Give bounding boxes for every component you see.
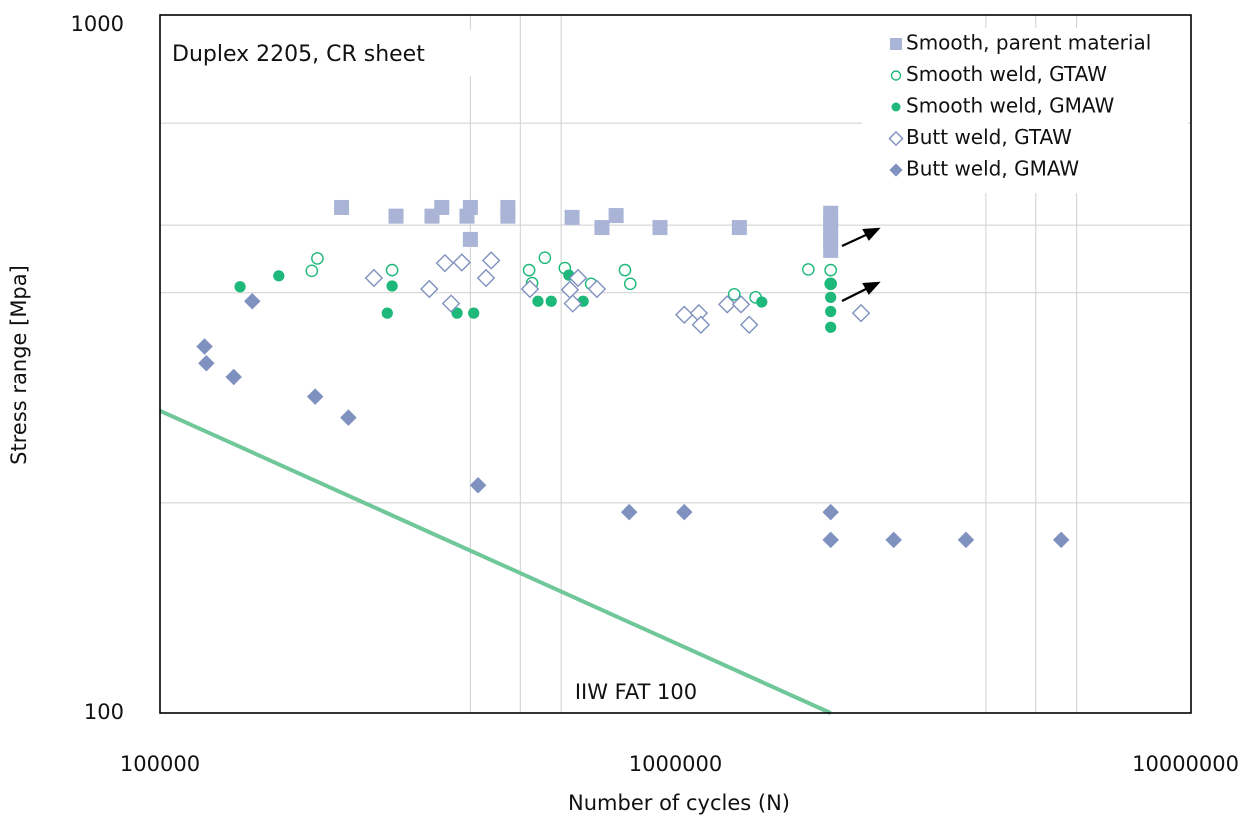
circle-marker — [825, 278, 837, 290]
legend-label: Butt weld, GMAW — [906, 157, 1079, 181]
x-axis-label: Number of cycles (N) — [568, 791, 790, 815]
legend-label: Smooth weld, GMAW — [906, 94, 1114, 118]
diamond-marker — [420, 279, 439, 299]
circle-marker — [311, 252, 324, 265]
square-marker — [890, 38, 902, 50]
circle-marker — [727, 287, 741, 301]
y-tick-label: 1000 — [71, 12, 124, 36]
diamond-marker — [676, 503, 693, 521]
legend-label: Butt weld, GTAW — [906, 125, 1072, 149]
circle-marker — [538, 251, 552, 265]
square-marker — [462, 199, 478, 215]
diamond-marker — [441, 294, 461, 313]
square-marker — [388, 208, 404, 224]
chart-title: Duplex 2205, CR sheet — [172, 42, 425, 67]
title-background — [163, 30, 481, 76]
diamond-marker — [196, 338, 213, 355]
circle-marker — [381, 307, 393, 319]
circle-marker — [891, 102, 901, 112]
circle-marker — [824, 263, 838, 277]
marks — [159, 199, 1070, 715]
square-marker — [608, 208, 624, 224]
diamond-marker — [739, 315, 759, 334]
circle-marker — [451, 307, 463, 319]
diamond-marker — [568, 268, 588, 288]
arrow — [841, 287, 869, 302]
circle-marker — [468, 307, 480, 319]
diamond-marker — [822, 503, 839, 521]
x-tick-label: 100000 — [120, 752, 200, 776]
diamond-marker — [718, 295, 737, 314]
reference-line-label: IIW FAT 100 — [575, 680, 697, 704]
circle-marker — [545, 295, 557, 307]
diamond-marker — [364, 268, 384, 288]
diamond-marker — [620, 503, 638, 521]
legend-label: Smooth, parent material — [906, 31, 1151, 55]
circle-marker — [522, 263, 536, 277]
arrow-head — [862, 227, 881, 241]
diamond-marker — [731, 295, 751, 314]
square-marker — [462, 231, 478, 247]
diamond-marker — [452, 253, 472, 272]
square-marker — [434, 199, 450, 215]
legend: Smooth, parent material Smooth weld, GTAW… — [888, 31, 1151, 181]
diamond-marker — [563, 294, 583, 313]
plot-frame — [159, 14, 1192, 714]
diamond-marker — [822, 531, 839, 549]
circle-marker — [305, 264, 319, 278]
arrow — [841, 233, 869, 247]
square-marker — [334, 199, 350, 215]
square-marker — [500, 199, 516, 215]
diamond-marker — [520, 279, 540, 299]
diamond-marker — [675, 305, 694, 325]
square-marker — [731, 220, 747, 236]
circle-marker — [532, 295, 544, 307]
circle-marker — [825, 305, 837, 318]
diamond-marker — [225, 368, 242, 386]
circle-marker — [618, 263, 632, 277]
diamond-marker — [244, 292, 261, 310]
square-marker — [652, 220, 668, 236]
circle-marker — [825, 321, 837, 333]
diamond-marker — [469, 476, 487, 494]
circle-marker — [385, 263, 399, 277]
circle-marker — [234, 281, 246, 293]
diamond-marker — [587, 279, 607, 299]
diamond-marker — [481, 251, 501, 270]
square-marker — [564, 209, 580, 225]
y-tick-label: 100 — [84, 700, 124, 724]
circle-marker — [623, 277, 637, 291]
square-marker — [594, 220, 610, 236]
x-tick-label: 10000000 — [1132, 752, 1239, 776]
legend-label: Smooth weld, GTAW — [906, 62, 1107, 86]
circle-marker — [386, 280, 398, 292]
diamond-marker — [885, 531, 902, 549]
diamond-marker — [198, 355, 215, 372]
y-axis-label: Stress range [Mpa] — [7, 265, 31, 465]
legend-background — [862, 28, 1188, 193]
reference-line — [159, 408, 832, 715]
diamond-marker — [889, 163, 903, 177]
circle-marker — [890, 70, 902, 81]
diamond-marker — [340, 409, 357, 426]
circle-marker — [756, 296, 768, 308]
diamond-marker — [435, 253, 455, 273]
circle-marker — [825, 291, 837, 303]
diamond-marker — [1052, 531, 1070, 549]
diamond-marker — [476, 268, 496, 288]
diamond-marker — [306, 388, 324, 405]
arrow-head — [862, 281, 881, 295]
diamond-marker — [691, 315, 711, 334]
circle-marker — [273, 270, 285, 282]
circle-marker — [802, 263, 815, 276]
diamond-marker — [957, 531, 975, 549]
x-tick-label: 1000000 — [629, 752, 723, 776]
diamond-marker — [851, 303, 871, 323]
square-marker — [823, 242, 839, 258]
diamond-marker — [888, 130, 904, 147]
arrows — [841, 227, 881, 302]
